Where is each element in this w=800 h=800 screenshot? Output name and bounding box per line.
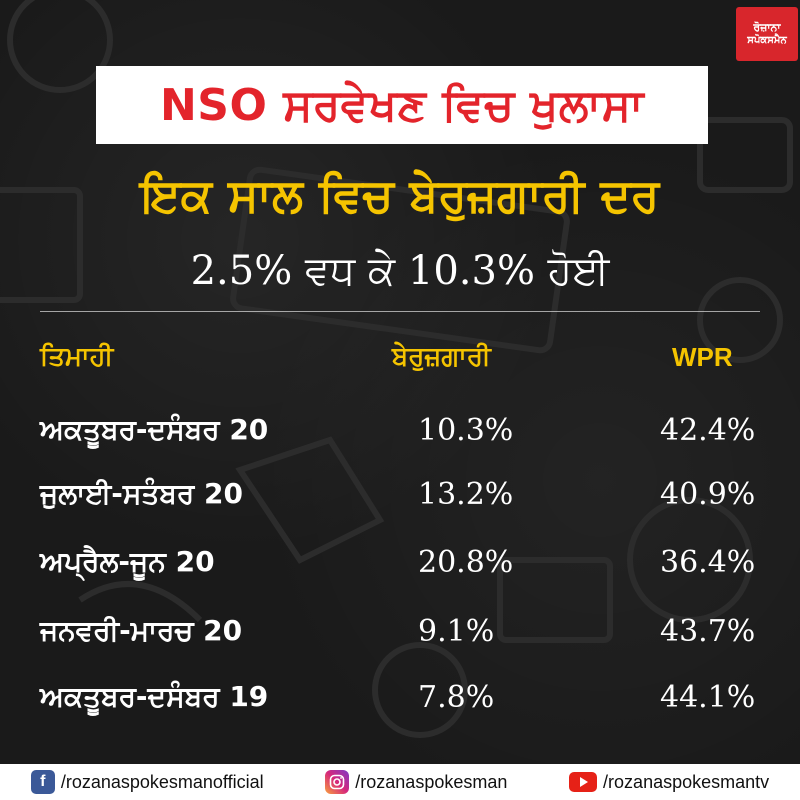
quarter-cell: ਅਕਤੂਬਰ-ਦਸੰਬਰ 19 — [40, 680, 269, 713]
logo-line-1: ਰੋਜ਼ਾਨਾ — [753, 21, 781, 35]
table-row: ਅਕਤੂਬਰ-ਦਸੰਬਰ 20 10.3% 42.4% — [0, 413, 800, 473]
facebook-link[interactable]: f /rozanaspokesmanofficial — [30, 770, 264, 794]
headline: NSO ਸਰਵੇਖਣ ਵਿਚ ਖੁਲਾਸਾ — [159, 79, 645, 131]
wpr-cell: 36.4% — [660, 545, 756, 580]
unemployment-cell: 7.8% — [418, 680, 495, 715]
wpr-cell: 42.4% — [660, 413, 756, 448]
logo-line-2: ਸਪੋਕਸਮੈਨ — [747, 34, 787, 46]
column-header-quarter: ਤਿਮਾਹੀ — [40, 342, 114, 372]
quarter-cell: ਜਨਵਰੀ-ਮਾਰਚ 20 — [40, 614, 243, 647]
unemployment-cell: 20.8% — [418, 545, 514, 580]
column-header-wpr: WPR — [672, 342, 733, 372]
instagram-link[interactable]: /rozanaspokesman — [325, 770, 507, 794]
table-row: ਜੁਲਾਈ-ਸਤੰਬਰ 20 13.2% 40.9% — [0, 477, 800, 537]
instagram-icon — [325, 770, 350, 794]
quarter-cell: ਜੁਲਾਈ-ਸਤੰਬਰ 20 — [40, 477, 243, 510]
youtube-icon — [569, 772, 598, 792]
table-row: ਜਨਵਰੀ-ਮਾਰਚ 20 9.1% 43.7% — [0, 614, 800, 674]
instagram-handle: /rozanaspokesman — [355, 771, 508, 792]
subheadline-primary: ਇਕ ਸਾਲ ਵਿਚ ਬੇਰੁਜ਼ਗਾਰੀ ਦਰ — [140, 168, 660, 222]
column-header-unemployment: ਬੇਰੁਜ਼ਗਾਰੀ — [392, 342, 491, 372]
wpr-cell: 44.1% — [660, 680, 756, 715]
unemployment-cell: 10.3% — [418, 413, 514, 448]
divider — [40, 311, 760, 312]
table-row: ਅਕਤੂਬਰ-ਦਸੰਬਰ 19 7.8% 44.1% — [0, 680, 800, 740]
quarter-cell: ਅਕਤੂਬਰ-ਦਸੰਬਰ 20 — [40, 413, 269, 446]
subheadline-secondary: 2.5% ਵਧ ਕੇ 10.3% ਹੋਈ — [190, 248, 610, 294]
brand-logo: ਰੋਜ਼ਾਨਾ ਸਪੋਕਸਮੈਨ — [736, 7, 798, 61]
unemployment-cell: 13.2% — [418, 477, 514, 512]
wpr-cell: 40.9% — [660, 477, 756, 512]
table-row: ਅਪ੍ਰੈਲ-ਜੂਨ 20 20.8% 36.4% — [0, 545, 800, 605]
unemployment-cell: 9.1% — [418, 614, 495, 649]
wpr-cell: 43.7% — [660, 614, 756, 649]
facebook-icon: f — [30, 770, 55, 794]
facebook-handle: /rozanaspokesmanofficial — [60, 771, 264, 792]
social-footer: f /rozanaspokesmanofficial /rozanaspokes… — [0, 764, 800, 800]
youtube-handle: /rozanaspokesmantv — [603, 771, 770, 792]
youtube-link[interactable]: /rozanaspokesmantv — [569, 772, 769, 793]
quarter-cell: ਅਪ੍ਰੈਲ-ਜੂਨ 20 — [40, 545, 215, 578]
headline-banner: NSO ਸਰਵੇਖਣ ਵਿਚ ਖੁਲਾਸਾ — [96, 66, 708, 144]
